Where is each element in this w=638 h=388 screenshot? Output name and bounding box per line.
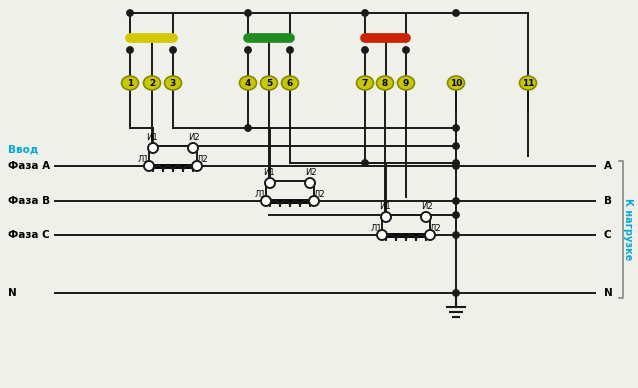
Text: 9: 9	[403, 78, 409, 88]
Circle shape	[245, 47, 251, 53]
Circle shape	[287, 47, 293, 53]
Circle shape	[403, 47, 409, 53]
Text: B: B	[604, 196, 612, 206]
Circle shape	[261, 196, 271, 206]
Text: 1: 1	[127, 78, 133, 88]
Circle shape	[245, 125, 251, 131]
Text: 6: 6	[287, 78, 293, 88]
Circle shape	[381, 212, 391, 222]
Ellipse shape	[239, 76, 256, 90]
Text: Л1: Л1	[137, 155, 149, 164]
Text: 3: 3	[170, 78, 176, 88]
Circle shape	[453, 212, 459, 218]
Circle shape	[421, 212, 431, 222]
Circle shape	[170, 47, 176, 53]
Text: 8: 8	[382, 78, 388, 88]
Circle shape	[453, 232, 459, 238]
Circle shape	[245, 10, 251, 16]
Ellipse shape	[121, 76, 138, 90]
Circle shape	[453, 143, 459, 149]
Circle shape	[188, 143, 198, 153]
Circle shape	[144, 161, 154, 171]
Ellipse shape	[281, 76, 299, 90]
Text: 2: 2	[149, 78, 155, 88]
Circle shape	[425, 230, 435, 240]
Ellipse shape	[519, 76, 537, 90]
Text: Ввод: Ввод	[8, 144, 38, 154]
Text: И2: И2	[188, 133, 200, 142]
Circle shape	[453, 163, 459, 169]
Text: К нагрузке: К нагрузке	[623, 198, 633, 261]
Text: 10: 10	[450, 78, 462, 88]
Circle shape	[453, 125, 459, 131]
Text: И1: И1	[146, 133, 158, 142]
Text: Л2: Л2	[430, 224, 441, 233]
Circle shape	[362, 47, 368, 53]
Ellipse shape	[397, 76, 415, 90]
Text: 5: 5	[266, 78, 272, 88]
Text: N: N	[604, 288, 612, 298]
Ellipse shape	[447, 76, 464, 90]
Text: 4: 4	[245, 78, 251, 88]
Text: 7: 7	[362, 78, 368, 88]
Text: Л2: Л2	[314, 190, 325, 199]
Circle shape	[453, 198, 459, 204]
Circle shape	[453, 160, 459, 166]
Text: И1: И1	[379, 202, 391, 211]
Circle shape	[362, 160, 368, 166]
Ellipse shape	[376, 76, 394, 90]
Ellipse shape	[144, 76, 161, 90]
Text: Фаза C: Фаза C	[8, 230, 50, 240]
Text: И2: И2	[305, 168, 317, 177]
Circle shape	[127, 10, 133, 16]
Ellipse shape	[260, 76, 278, 90]
Circle shape	[453, 10, 459, 16]
Text: N: N	[8, 288, 17, 298]
Circle shape	[305, 178, 315, 188]
Text: C: C	[604, 230, 612, 240]
Text: Л1: Л1	[255, 190, 266, 199]
Text: Л1: Л1	[371, 224, 382, 233]
Ellipse shape	[165, 76, 181, 90]
Text: A: A	[604, 161, 612, 171]
Circle shape	[309, 196, 319, 206]
Circle shape	[377, 230, 387, 240]
Text: И2: И2	[421, 202, 433, 211]
Text: Л2: Л2	[197, 155, 209, 164]
Circle shape	[148, 143, 158, 153]
Text: 11: 11	[522, 78, 534, 88]
Ellipse shape	[357, 76, 373, 90]
Circle shape	[127, 47, 133, 53]
Text: Фаза B: Фаза B	[8, 196, 50, 206]
Text: И1: И1	[263, 168, 275, 177]
Circle shape	[265, 178, 275, 188]
Circle shape	[192, 161, 202, 171]
Text: Фаза A: Фаза A	[8, 161, 50, 171]
Circle shape	[362, 10, 368, 16]
Circle shape	[453, 290, 459, 296]
